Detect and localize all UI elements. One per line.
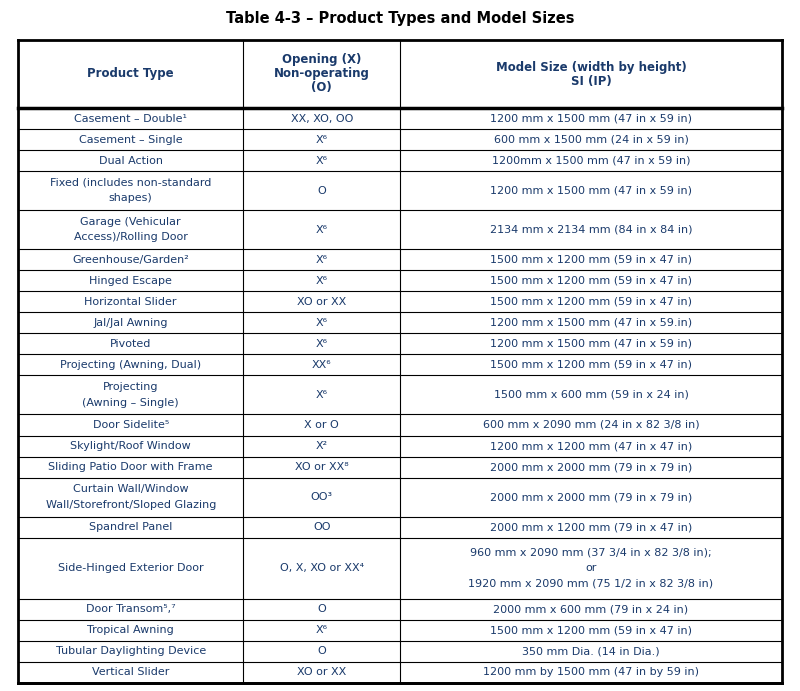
Text: Pivoted: Pivoted (110, 339, 151, 349)
Text: 1500 mm x 1200 mm (59 in x 47 in): 1500 mm x 1200 mm (59 in x 47 in) (490, 360, 692, 370)
Text: X⁶: X⁶ (316, 255, 328, 265)
Text: X⁶: X⁶ (316, 276, 328, 285)
Text: Projecting (Awning, Dual): Projecting (Awning, Dual) (60, 360, 202, 370)
Text: or: or (586, 563, 597, 574)
Text: Hinged Escape: Hinged Escape (90, 276, 172, 285)
Text: 2134 mm x 2134 mm (84 in x 84 in): 2134 mm x 2134 mm (84 in x 84 in) (490, 225, 692, 235)
Text: Tubular Daylighting Device: Tubular Daylighting Device (55, 646, 206, 656)
Text: O: O (318, 186, 326, 196)
Text: 1500 mm x 1200 mm (59 in x 47 in): 1500 mm x 1200 mm (59 in x 47 in) (490, 625, 692, 635)
Text: 2000 mm x 2000 mm (79 in x 79 in): 2000 mm x 2000 mm (79 in x 79 in) (490, 462, 692, 472)
Text: Dual Action: Dual Action (98, 155, 162, 166)
Text: 2000 mm x 2000 mm (79 in x 79 in): 2000 mm x 2000 mm (79 in x 79 in) (490, 492, 692, 502)
Text: 1200 mm x 1500 mm (47 in x 59 in): 1200 mm x 1500 mm (47 in x 59 in) (490, 339, 692, 349)
Text: XX, XO, OO: XX, XO, OO (290, 113, 353, 124)
Text: X⁶: X⁶ (316, 318, 328, 328)
Text: Casement – Single: Casement – Single (79, 135, 182, 144)
Text: X⁶: X⁶ (316, 339, 328, 349)
Text: 1200 mm x 1500 mm (47 in x 59 in): 1200 mm x 1500 mm (47 in x 59 in) (490, 186, 692, 196)
Text: X⁶: X⁶ (316, 135, 328, 144)
Text: SI (IP): SI (IP) (570, 75, 611, 88)
Text: Skylight/Roof Window: Skylight/Roof Window (70, 441, 191, 451)
Text: Vertical Slider: Vertical Slider (92, 668, 170, 677)
Text: Spandrel Panel: Spandrel Panel (89, 522, 172, 532)
Text: OO³: OO³ (310, 492, 333, 502)
Text: X or O: X or O (304, 420, 339, 430)
Text: Jal/Jal Awning: Jal/Jal Awning (94, 318, 168, 328)
Text: shapes): shapes) (109, 193, 153, 203)
Text: 1920 mm x 2090 mm (75 1/2 in x 82 3/8 in): 1920 mm x 2090 mm (75 1/2 in x 82 3/8 in… (469, 579, 714, 589)
Text: Fixed (includes non-standard: Fixed (includes non-standard (50, 178, 211, 188)
Text: X⁶: X⁶ (316, 390, 328, 400)
Text: Opening (X): Opening (X) (282, 53, 362, 66)
Text: Garage (Vehicular: Garage (Vehicular (80, 217, 181, 227)
Text: 1200 mm x 1200 mm (47 in x 47 in): 1200 mm x 1200 mm (47 in x 47 in) (490, 441, 692, 451)
Text: Door Sidelite⁵: Door Sidelite⁵ (93, 420, 169, 430)
Text: Door Transom⁵,⁷: Door Transom⁵,⁷ (86, 605, 175, 614)
Text: 960 mm x 2090 mm (37 3/4 in x 82 3/8 in);: 960 mm x 2090 mm (37 3/4 in x 82 3/8 in)… (470, 548, 712, 558)
Text: 1500 mm x 1200 mm (59 in x 47 in): 1500 mm x 1200 mm (59 in x 47 in) (490, 296, 692, 307)
Text: Casement – Double¹: Casement – Double¹ (74, 113, 187, 124)
Text: X⁶: X⁶ (316, 155, 328, 166)
Text: Wall/Storefront/Sloped Glazing: Wall/Storefront/Sloped Glazing (46, 500, 216, 510)
Text: 1500 mm x 600 mm (59 in x 24 in): 1500 mm x 600 mm (59 in x 24 in) (494, 390, 689, 400)
Text: XO or XX⁸: XO or XX⁸ (295, 462, 349, 472)
Text: 350 mm Dia. (14 in Dia.): 350 mm Dia. (14 in Dia.) (522, 646, 660, 656)
Text: X⁶: X⁶ (316, 625, 328, 635)
Text: Non-operating: Non-operating (274, 68, 370, 80)
Text: Greenhouse/Garden²: Greenhouse/Garden² (72, 255, 189, 265)
Text: 1200 mm x 1500 mm (47 in x 59.in): 1200 mm x 1500 mm (47 in x 59.in) (490, 318, 692, 328)
Text: Horizontal Slider: Horizontal Slider (85, 296, 177, 307)
Text: X²: X² (316, 441, 328, 451)
Text: Curtain Wall/Window: Curtain Wall/Window (73, 484, 189, 494)
Text: Table 4-3 – Product Types and Model Sizes: Table 4-3 – Product Types and Model Size… (226, 10, 574, 26)
Text: (O): (O) (311, 82, 332, 95)
Text: 1200 mm x 1500 mm (47 in x 59 in): 1200 mm x 1500 mm (47 in x 59 in) (490, 113, 692, 124)
Text: X⁶: X⁶ (316, 225, 328, 235)
Text: Projecting: Projecting (103, 382, 158, 392)
Text: XX⁶: XX⁶ (312, 360, 331, 370)
Text: O: O (318, 646, 326, 656)
Text: 600 mm x 1500 mm (24 in x 59 in): 600 mm x 1500 mm (24 in x 59 in) (494, 135, 689, 144)
Text: 2000 mm x 1200 mm (79 in x 47 in): 2000 mm x 1200 mm (79 in x 47 in) (490, 522, 692, 532)
Text: Product Type: Product Type (87, 68, 174, 80)
Text: (Awning – Single): (Awning – Single) (82, 398, 179, 408)
Text: 1500 mm x 1200 mm (59 in x 47 in): 1500 mm x 1200 mm (59 in x 47 in) (490, 255, 692, 265)
Text: O: O (318, 605, 326, 614)
Text: XO or XX: XO or XX (297, 296, 346, 307)
Text: Model Size (width by height): Model Size (width by height) (496, 61, 686, 73)
Text: 1200mm x 1500 mm (47 in x 59 in): 1200mm x 1500 mm (47 in x 59 in) (492, 155, 690, 166)
Text: XO or XX: XO or XX (297, 668, 346, 677)
Text: 1200 mm by 1500 mm (47 in by 59 in): 1200 mm by 1500 mm (47 in by 59 in) (483, 668, 699, 677)
Text: O, X, XO or XX⁴: O, X, XO or XX⁴ (280, 563, 364, 574)
Text: 2000 mm x 600 mm (79 in x 24 in): 2000 mm x 600 mm (79 in x 24 in) (494, 605, 689, 614)
Text: Side-Hinged Exterior Door: Side-Hinged Exterior Door (58, 563, 203, 574)
Text: Tropical Awning: Tropical Awning (87, 625, 174, 635)
Text: Access)/Rolling Door: Access)/Rolling Door (74, 232, 188, 243)
Text: Sliding Patio Door with Frame: Sliding Patio Door with Frame (49, 462, 213, 472)
Text: 1500 mm x 1200 mm (59 in x 47 in): 1500 mm x 1200 mm (59 in x 47 in) (490, 276, 692, 285)
Text: 600 mm x 2090 mm (24 in x 82 3/8 in): 600 mm x 2090 mm (24 in x 82 3/8 in) (482, 420, 699, 430)
Text: OO: OO (313, 522, 330, 532)
